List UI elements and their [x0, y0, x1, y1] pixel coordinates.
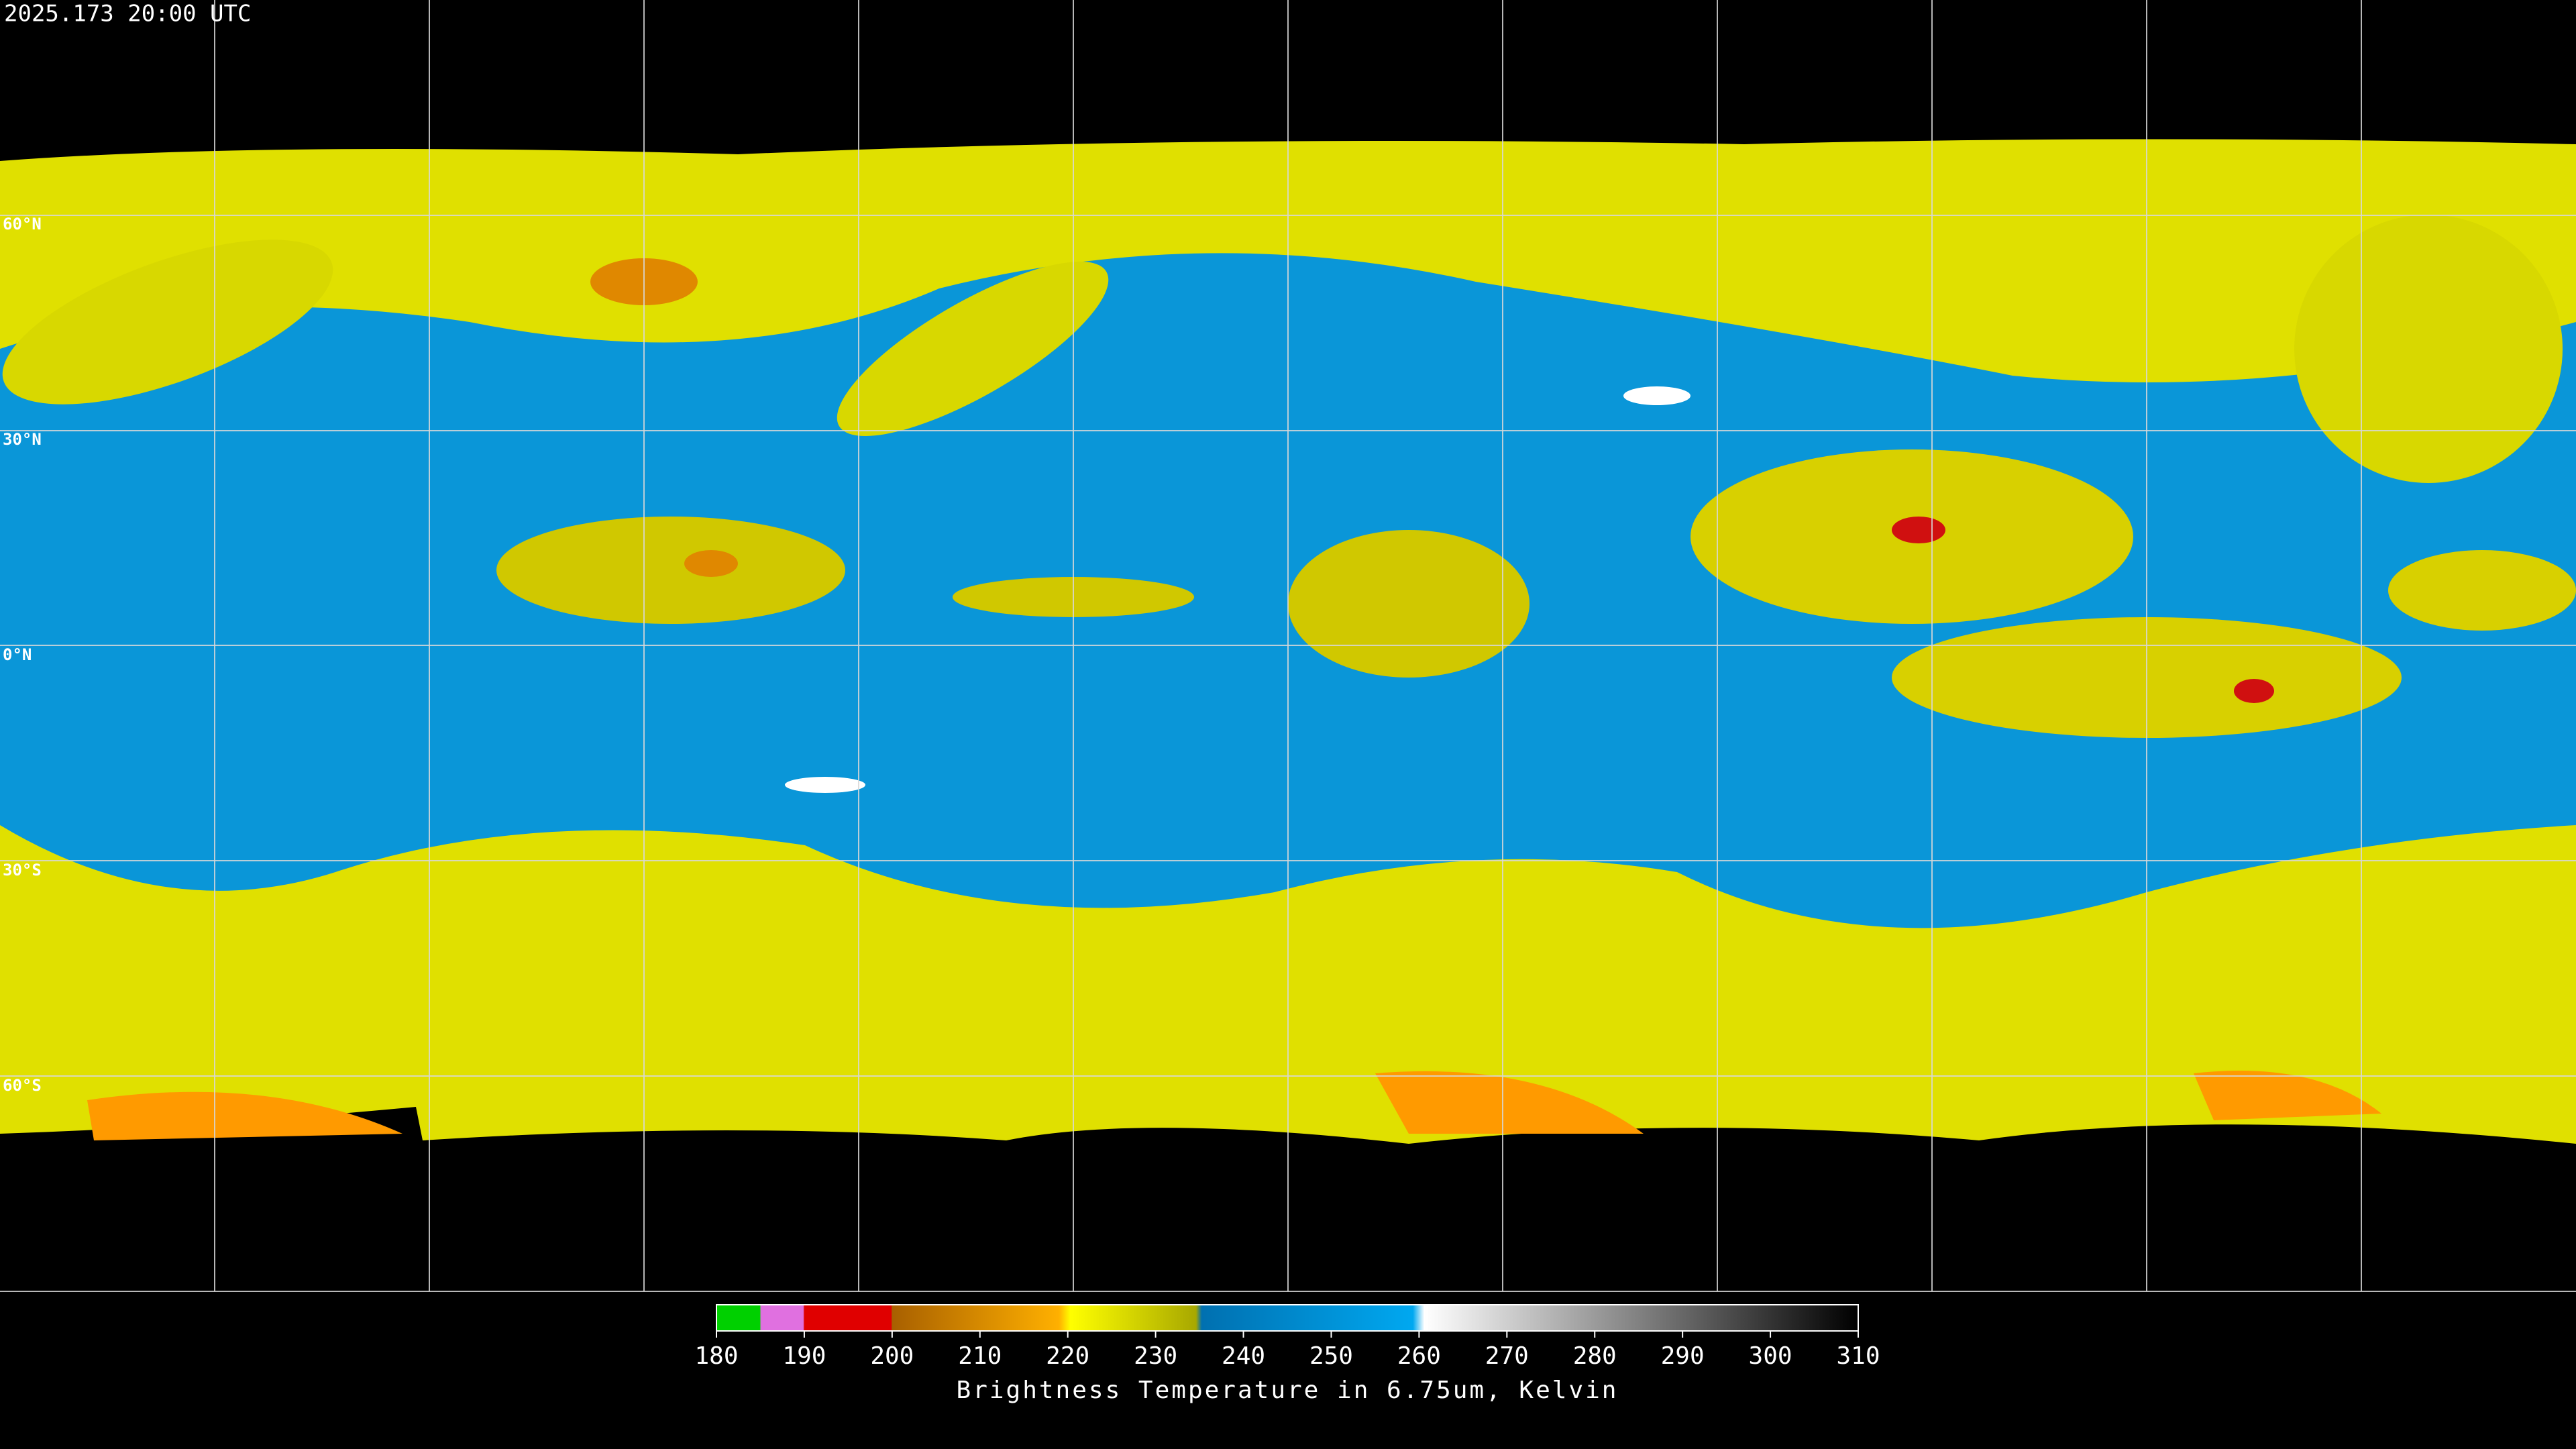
colorbar-tick-label: 210: [958, 1342, 1002, 1370]
colorbar-tick-label: 310: [1836, 1342, 1880, 1370]
cloud: [496, 517, 845, 624]
colorbar-tick-label: 290: [1661, 1342, 1705, 1370]
latitude-label: 60°S: [3, 1076, 42, 1095]
cold-area: [2194, 1071, 2381, 1120]
timestamp: 2025.173 20:00 UTC: [4, 1, 251, 28]
warm-area: [1623, 386, 1690, 405]
cold-area: [1375, 1071, 1644, 1134]
colorbar-tick-label: 270: [1485, 1342, 1529, 1370]
cloud: [1288, 530, 1529, 678]
cloud-core: [2234, 679, 2274, 703]
cloud: [2294, 215, 2563, 483]
colorbar-tick-label: 260: [1397, 1342, 1441, 1370]
cloud: [2388, 550, 2576, 631]
colorbar-tick-label: 280: [1573, 1342, 1617, 1370]
colorbar: [716, 1304, 1859, 1332]
graticule: [0, 0, 2576, 1292]
colorbar-tick-label: 300: [1749, 1342, 1792, 1370]
colorbar-tick-label: 240: [1222, 1342, 1265, 1370]
cloud-core: [1892, 517, 1945, 543]
colorbar-tick-label: 220: [1046, 1342, 1089, 1370]
cloud-core: [684, 550, 738, 577]
cloud: [837, 262, 1109, 436]
colorbar-tick-label: 230: [1134, 1342, 1177, 1370]
colorbar-tick-label: 250: [1309, 1342, 1353, 1370]
warm-area: [785, 777, 865, 793]
latitude-label: 60°N: [3, 215, 42, 233]
latitude-labels: 60°N 30°N 0°N 30°S 60°S: [3, 215, 42, 1095]
latitude-label: 30°S: [3, 861, 42, 879]
cold-area: [87, 1091, 402, 1140]
latitude-label: 30°N: [3, 430, 42, 449]
colorbar-ticks: 180 190 200 210 220 230 240 250 260 270 280 290 300 3…: [694, 1331, 1880, 1370]
colorbar-tick-label: 180: [694, 1342, 738, 1370]
colorbar-caption: Brightness Temperature in 6.75um, Kelvin: [957, 1377, 1619, 1404]
latitude-label: 0°N: [3, 645, 32, 664]
cloud: [2, 239, 333, 405]
colorbar-tick-label: 190: [782, 1342, 826, 1370]
colorbar-tick-label: 200: [870, 1342, 914, 1370]
